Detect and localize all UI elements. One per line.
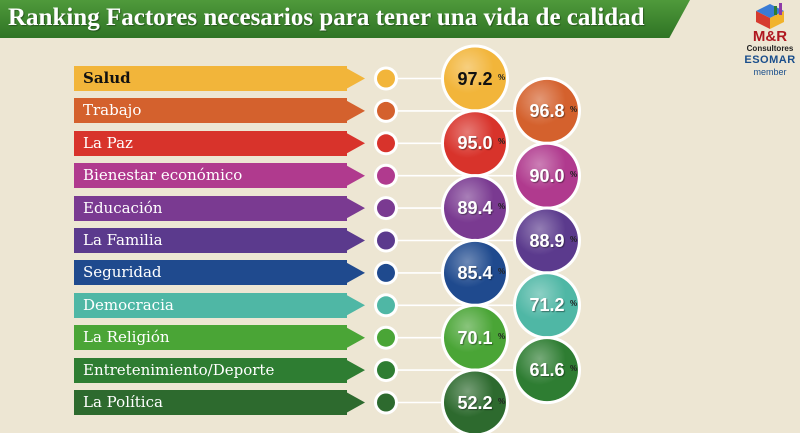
bar-2: Trabajo: [74, 98, 347, 124]
bubble-shine-3: [444, 112, 506, 175]
logo-subtitle: Consultores: [746, 44, 794, 53]
bar-4: Bienestar económico: [74, 163, 347, 189]
bar-3: La Paz: [74, 130, 347, 156]
dot-2: [377, 101, 395, 120]
bar-10: Entretenimiento/Deporte: [74, 357, 347, 383]
bubble-shine-7: [444, 241, 506, 304]
bubble-shine-9: [444, 306, 506, 369]
arrow-4: [347, 165, 365, 186]
dot-9: [377, 328, 395, 347]
percent-sign-4: %: [570, 169, 578, 179]
value-label-1: 97.2: [457, 68, 493, 89]
value-label-4: 90.0: [529, 165, 565, 186]
title-banner: Ranking Factores necesarios para tener u…: [0, 0, 690, 38]
value-label-9: 70.1: [457, 327, 493, 348]
bubble-shine-2: [516, 79, 578, 142]
value-label-11: 52.2: [457, 392, 493, 413]
dot-7: [377, 263, 395, 282]
bar-9: La Religión: [74, 325, 347, 351]
bubble-shine-11: [444, 371, 506, 433]
arrow-11: [347, 392, 365, 413]
percent-sign-1: %: [498, 72, 506, 82]
dot-11: [377, 393, 395, 412]
value-label-7: 85.4: [457, 262, 493, 283]
dot-8: [377, 296, 395, 315]
member-label: member: [753, 67, 787, 77]
percent-sign-10: %: [570, 364, 578, 374]
dot-10: [377, 361, 395, 380]
bar-7: Seguridad: [74, 260, 347, 286]
value-label-6: 88.9: [529, 230, 565, 251]
dot-1: [377, 69, 395, 88]
percent-sign-6: %: [570, 234, 578, 244]
bubble-shine-10: [516, 339, 578, 402]
value-label-8: 71.2: [529, 295, 565, 316]
percent-sign-8: %: [570, 299, 578, 309]
value-label-2: 96.8: [529, 100, 565, 121]
dot-3: [377, 134, 395, 153]
logo-name: M&R: [752, 28, 788, 45]
bubble-shine-1: [444, 47, 506, 110]
bar-1: Salud: [74, 66, 347, 91]
value-label-3: 95.0: [457, 133, 493, 154]
value-label-5: 89.4: [457, 198, 493, 219]
page-title: Ranking Factores necesarios para tener u…: [8, 4, 645, 31]
bar-5: Educación: [74, 195, 347, 221]
esomar-label: ESOMAR: [744, 54, 796, 66]
dot-5: [377, 199, 395, 218]
percent-sign-7: %: [498, 266, 506, 276]
percent-sign-9: %: [498, 331, 506, 341]
arrow-10: [347, 360, 365, 381]
bubble-shine-5: [444, 177, 506, 240]
dot-4: [377, 166, 395, 185]
percent-sign-2: %: [570, 104, 578, 114]
arrow-3: [347, 133, 365, 154]
arrow-8: [347, 295, 365, 316]
arrow-7: [347, 262, 365, 283]
bar-6: La Familia: [74, 228, 347, 253]
arrow-6: [347, 230, 365, 251]
bar-11: La Política: [74, 390, 347, 415]
percent-sign-11: %: [498, 396, 506, 406]
percent-sign-3: %: [498, 137, 506, 147]
percent-sign-5: %: [498, 202, 506, 212]
dot-6: [377, 231, 395, 250]
value-label-10: 61.6: [529, 360, 565, 381]
company-logo: M&R Consultores ESOMAR member: [744, 2, 796, 88]
cube-icon: [756, 3, 784, 29]
bubble-shine-6: [516, 209, 578, 272]
arrow-5: [347, 198, 365, 219]
bubble-shine-4: [516, 144, 578, 207]
arrow-2: [347, 100, 365, 121]
bubble-shine-8: [516, 274, 578, 337]
arrow-1: [347, 68, 365, 89]
arrow-9: [347, 327, 365, 348]
bar-8: Democracia: [74, 292, 347, 318]
